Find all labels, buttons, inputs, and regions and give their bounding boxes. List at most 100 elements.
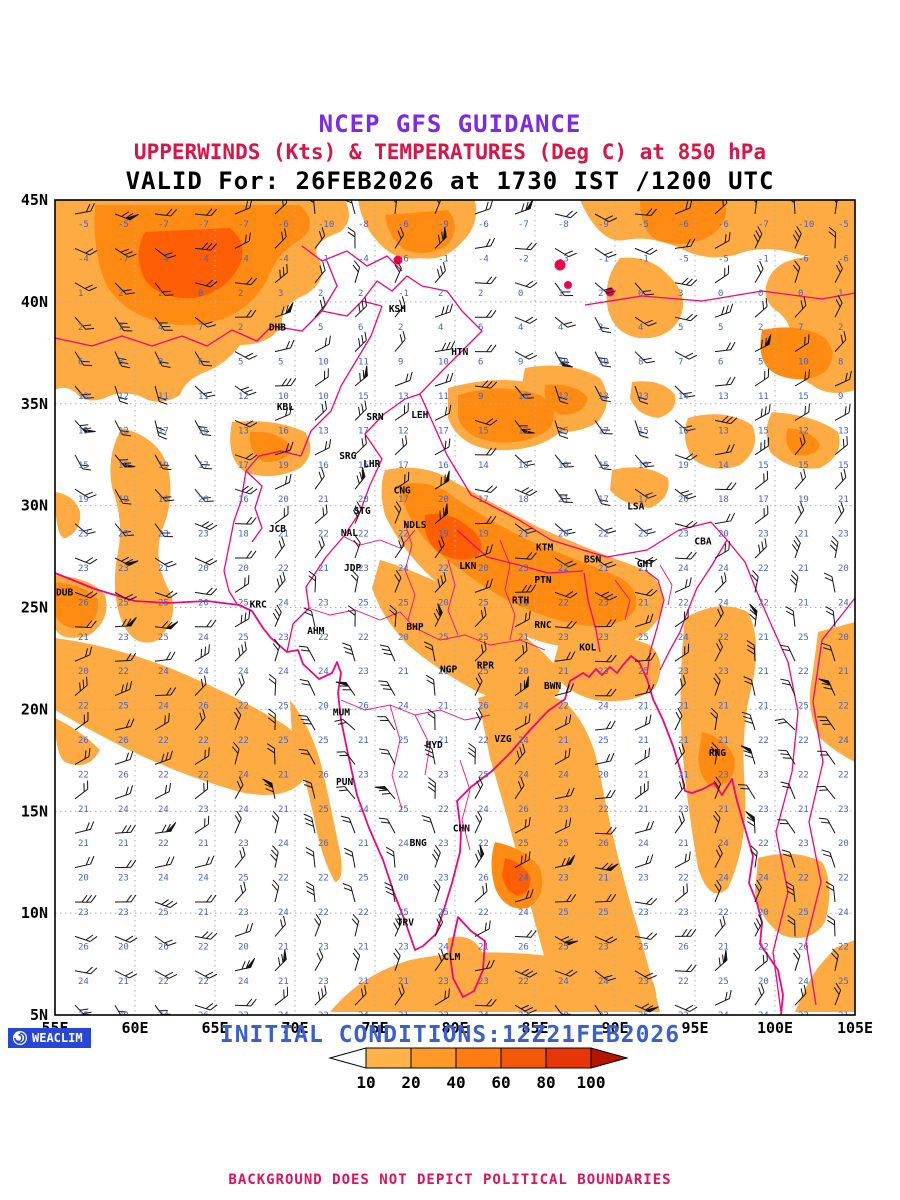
wind-barb xyxy=(754,951,768,972)
temp-value: 21 xyxy=(718,942,729,952)
barb-feather xyxy=(168,973,178,979)
temp-value: -10 xyxy=(798,220,814,230)
lon-tick-label: 85E xyxy=(521,1019,548,1037)
barb-feather xyxy=(830,540,838,548)
barb-feather xyxy=(343,887,353,892)
wind-barb xyxy=(352,260,361,283)
barb-feather xyxy=(342,689,352,691)
temp-value: 25 xyxy=(438,633,449,643)
temp-value: 20 xyxy=(118,1011,129,1021)
temp-value: 22 xyxy=(678,598,689,608)
barb-pennant xyxy=(125,616,137,627)
barb-feather xyxy=(336,751,346,753)
barb-feather xyxy=(440,575,444,585)
temp-value: 24 xyxy=(278,667,289,677)
barb-staff xyxy=(674,820,685,834)
state-boundary xyxy=(447,559,459,636)
station-label-JDP: JDP xyxy=(344,563,361,574)
barb-staff xyxy=(434,200,442,215)
temp-value: 15 xyxy=(798,461,809,471)
barb-staff xyxy=(754,546,767,559)
barb-staff xyxy=(794,542,801,559)
barb-feather xyxy=(467,751,476,758)
temp-value: 15 xyxy=(838,461,849,471)
barb-feather xyxy=(740,787,750,790)
wind-barb xyxy=(714,200,728,215)
temp-value: 22 xyxy=(838,770,849,780)
barb-pennant xyxy=(563,940,579,946)
barb-staff xyxy=(514,247,531,251)
barb-feather xyxy=(208,644,210,653)
barb-staff xyxy=(554,795,571,800)
wind-barb xyxy=(594,488,611,506)
barb-feather xyxy=(160,361,169,364)
barb-feather xyxy=(525,890,530,899)
barb-feather xyxy=(823,647,832,651)
barb-staff xyxy=(114,659,132,662)
wind-barb xyxy=(378,817,396,834)
wind-barb xyxy=(474,380,498,389)
temp-value: 26 xyxy=(318,770,329,780)
wind-barb xyxy=(474,309,497,318)
wind-barb xyxy=(154,316,173,331)
temp-value: 25 xyxy=(238,598,249,608)
wind-barb xyxy=(634,488,657,499)
wind-barb xyxy=(674,674,686,696)
barb-feather xyxy=(603,433,613,435)
temp-value: 21 xyxy=(798,598,809,608)
barb-staff xyxy=(674,385,687,398)
barb-staff xyxy=(348,818,356,834)
barb-feather xyxy=(421,815,431,819)
barb-staff xyxy=(594,832,612,835)
wind-barb xyxy=(114,970,138,979)
barb-feather xyxy=(238,677,243,687)
temp-value: -7 xyxy=(158,220,169,230)
temp-shade-region xyxy=(684,414,756,469)
barb-feather xyxy=(272,612,279,621)
barb-feather xyxy=(789,578,797,586)
barb-feather xyxy=(82,679,85,689)
wind-barb xyxy=(594,316,612,334)
temp-value: -5 xyxy=(638,220,649,230)
temp-value: 25 xyxy=(638,1011,649,1021)
barb-feather xyxy=(159,1010,168,1012)
barb-feather xyxy=(485,418,494,425)
barb-feather xyxy=(201,242,209,250)
barb-staff xyxy=(674,859,690,869)
barb-feather xyxy=(684,493,693,497)
wind-barb xyxy=(234,419,258,428)
temp-value: 0 xyxy=(518,289,523,299)
barb-feather xyxy=(126,292,135,295)
temp-value: 21 xyxy=(78,633,89,643)
temp-value: 23 xyxy=(78,530,89,540)
wind-barb xyxy=(474,606,487,628)
barb-feather xyxy=(83,783,85,792)
temp-value: 23 xyxy=(358,564,369,574)
barb-staff xyxy=(194,788,208,800)
barb-feather xyxy=(204,971,214,977)
barb-staff xyxy=(554,626,571,629)
wind-barb xyxy=(154,651,176,662)
barb-feather xyxy=(678,746,683,756)
barb-staff xyxy=(74,247,90,256)
temp-value: 20 xyxy=(438,598,449,608)
barb-staff xyxy=(474,586,491,593)
barb-staff xyxy=(754,960,768,972)
temp-value: -7 xyxy=(238,220,249,230)
barb-staff xyxy=(634,282,646,296)
temp-value: 18 xyxy=(518,461,529,471)
temp-value: 10 xyxy=(518,392,529,402)
wind-barb xyxy=(194,316,216,328)
wind-barb xyxy=(834,502,845,524)
barb-feather xyxy=(610,720,616,729)
station-label-SRG: SRG xyxy=(339,451,356,462)
barb-feather xyxy=(521,584,528,593)
barb-feather xyxy=(267,747,275,754)
temp-value: 6 xyxy=(78,358,83,368)
barb-feather xyxy=(210,619,217,628)
wind-barb xyxy=(114,211,139,221)
barb-feather xyxy=(486,309,492,318)
border-line xyxy=(805,597,855,1006)
temp-value: 22 xyxy=(358,633,369,643)
wind-barb xyxy=(794,468,807,490)
